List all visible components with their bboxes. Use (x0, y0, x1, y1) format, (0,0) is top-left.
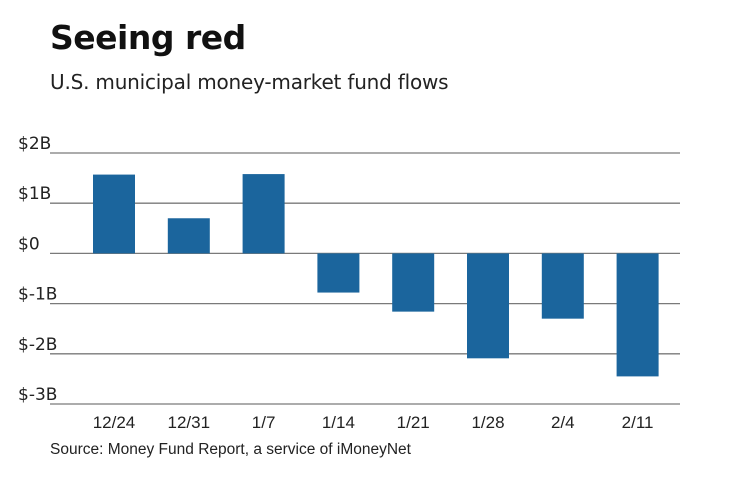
chart-title: Seeing red (50, 18, 246, 57)
bar-1-14 (317, 253, 360, 293)
x-tick-label: 1/21 (397, 413, 430, 432)
x-tick-label: 1/28 (471, 413, 504, 432)
x-tick-label: 12/24 (93, 413, 136, 432)
bar-1-28 (467, 253, 509, 359)
y-tick-label: $0 (18, 234, 40, 254)
bar-1-21 (392, 253, 435, 312)
gridlines (50, 152, 680, 405)
bar-12-31 (167, 218, 210, 254)
bar-1-7 (242, 174, 285, 254)
bars (93, 174, 659, 377)
y-tick-label: $-3B (18, 385, 57, 405)
bar-12-24 (93, 174, 135, 254)
x-tick-label: 2/4 (551, 413, 575, 432)
chart-subtitle: U.S. municipal money-market fund flows (50, 70, 449, 94)
source-note: Source: Money Fund Report, a service of … (50, 441, 411, 458)
y-tick-label: $-1B (18, 285, 57, 305)
x-tick-label: 1/7 (252, 413, 276, 432)
y-tick-label: $1B (18, 184, 51, 204)
y-tick-label: $2B (18, 134, 51, 154)
bar-2-4 (541, 253, 584, 319)
bar-2-11 (616, 253, 659, 377)
x-axis-labels: 12/24 12/31 1/7 1/14 1/21 1/28 2/4 2/11 (93, 413, 654, 432)
y-axis-labels: $2B $1B $0 $-1B $-2B $-3B (18, 134, 57, 405)
x-tick-label: 12/31 (168, 413, 211, 432)
y-tick-label: $-2B (18, 335, 57, 355)
x-tick-label: 1/14 (322, 413, 355, 432)
x-tick-label: 2/11 (622, 413, 654, 432)
